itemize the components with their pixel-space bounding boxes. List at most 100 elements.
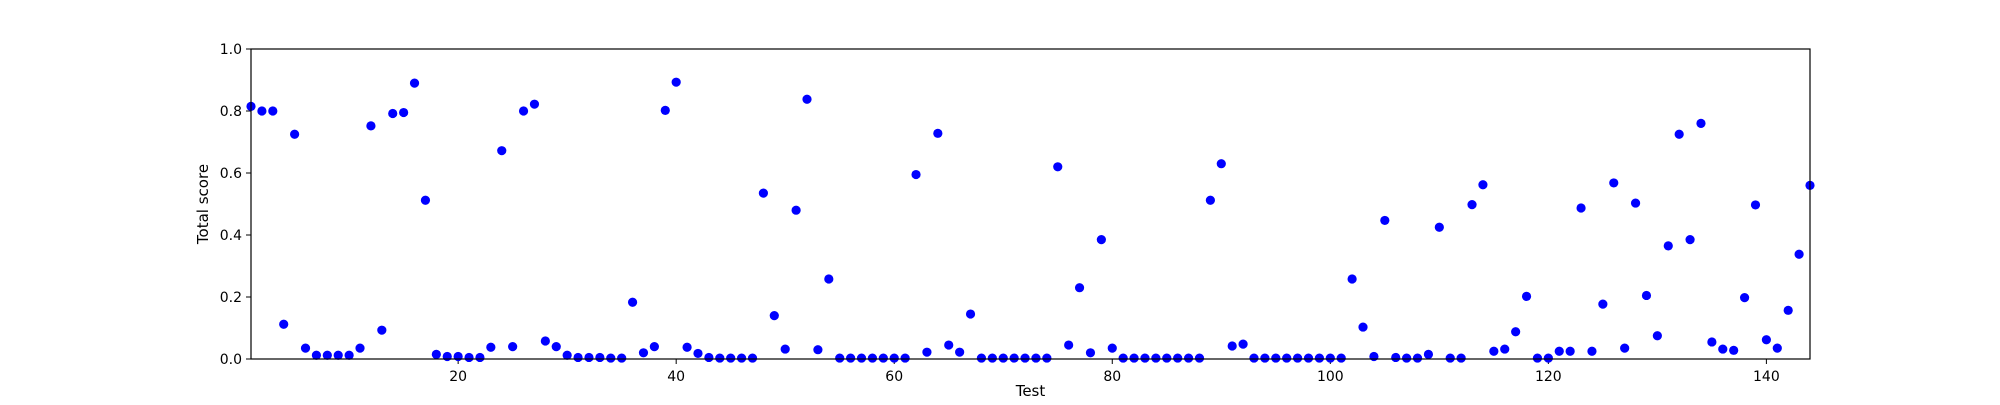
data-point (1565, 346, 1575, 356)
data-point (791, 205, 801, 215)
data-point (268, 106, 278, 116)
data-point (257, 106, 267, 116)
data-point (1325, 353, 1335, 363)
data-point (562, 350, 572, 360)
data-point (660, 105, 670, 115)
data-point (1336, 353, 1346, 363)
data-point (1663, 241, 1673, 251)
data-point (976, 353, 987, 363)
x-tick-label: 120 (1535, 369, 1562, 385)
x-axis-label: Test (1015, 382, 1046, 400)
data-point (1511, 327, 1521, 337)
y-axis-label: Total score (194, 164, 212, 245)
data-point (780, 344, 790, 354)
data-point (355, 343, 365, 353)
data-point (922, 347, 932, 357)
data-point (1729, 345, 1739, 355)
data-point (1718, 344, 1728, 354)
x-tick-label: 80 (1103, 369, 1121, 385)
y-tick-label: 0.2 (220, 290, 242, 306)
data-point (1576, 203, 1586, 213)
data-point (671, 77, 681, 87)
data-point (1456, 353, 1466, 363)
data-point (1216, 159, 1226, 169)
y-tick-label: 0.6 (220, 166, 242, 182)
ticks-layer: 20 40 60 80 100 120 140 0.0 0.2 0.4 0.6 0.8 1.0 (220, 42, 1780, 385)
data-point (1402, 353, 1412, 363)
data-point (1096, 235, 1106, 245)
data-point (399, 107, 409, 118)
data-point (944, 340, 954, 350)
data-point (1194, 353, 1205, 363)
x-tick-label: 60 (885, 369, 903, 385)
data-point (1707, 337, 1717, 347)
data-point (1696, 118, 1706, 128)
data-point (1685, 235, 1695, 245)
data-point (1641, 290, 1652, 301)
data-point (1183, 353, 1194, 363)
data-point (965, 309, 976, 319)
data-point (1260, 353, 1270, 363)
data-point (933, 128, 943, 138)
data-point (475, 352, 485, 363)
data-point (486, 342, 496, 352)
x-tick-label: 20 (449, 369, 467, 385)
y-tick-label: 0.8 (220, 104, 242, 120)
data-point (1282, 353, 1292, 363)
data-point (682, 342, 692, 352)
data-point (998, 353, 1008, 363)
data-point (584, 352, 594, 363)
data-point (1129, 353, 1139, 363)
data-point (1750, 200, 1761, 210)
data-point (1761, 335, 1771, 345)
data-point (1238, 339, 1248, 349)
data-point (1151, 353, 1161, 363)
data-point (300, 343, 311, 353)
data-point (409, 78, 420, 88)
data-point (769, 311, 779, 321)
data-point (1009, 353, 1019, 363)
data-point (1107, 343, 1117, 353)
data-point (1674, 129, 1684, 139)
data-point (290, 129, 300, 139)
data-point (1445, 353, 1455, 363)
data-point (1587, 346, 1597, 356)
data-point (1293, 353, 1303, 363)
x-tick-label: 100 (1317, 369, 1344, 385)
data-point (1434, 222, 1444, 232)
data-point (377, 325, 387, 335)
data-point (802, 94, 812, 104)
data-point (388, 108, 398, 119)
data-point (279, 319, 289, 329)
data-point (1772, 343, 1782, 353)
data-point (442, 351, 452, 362)
data-point (878, 353, 888, 363)
data-point (867, 353, 878, 363)
data-point (955, 347, 965, 357)
data-point (1500, 344, 1510, 354)
data-point (1620, 343, 1630, 353)
data-point (1020, 353, 1030, 363)
data-point (497, 146, 507, 156)
data-point (1140, 353, 1150, 363)
data-point (464, 352, 474, 363)
data-point (1783, 305, 1793, 315)
data-point (1423, 349, 1434, 359)
data-point (606, 353, 616, 363)
data-point (366, 121, 376, 131)
data-point (911, 169, 921, 180)
data-point (846, 353, 856, 363)
data-point (540, 336, 550, 346)
data-point (1162, 353, 1172, 363)
data-point (856, 353, 867, 363)
data-point (322, 350, 332, 360)
data-point (1391, 352, 1401, 363)
data-point (1358, 322, 1368, 332)
data-point (1085, 348, 1096, 358)
data-point (889, 353, 899, 363)
data-point (573, 352, 583, 363)
data-point (1064, 340, 1074, 350)
data-point (693, 348, 703, 359)
data-point (736, 353, 747, 363)
